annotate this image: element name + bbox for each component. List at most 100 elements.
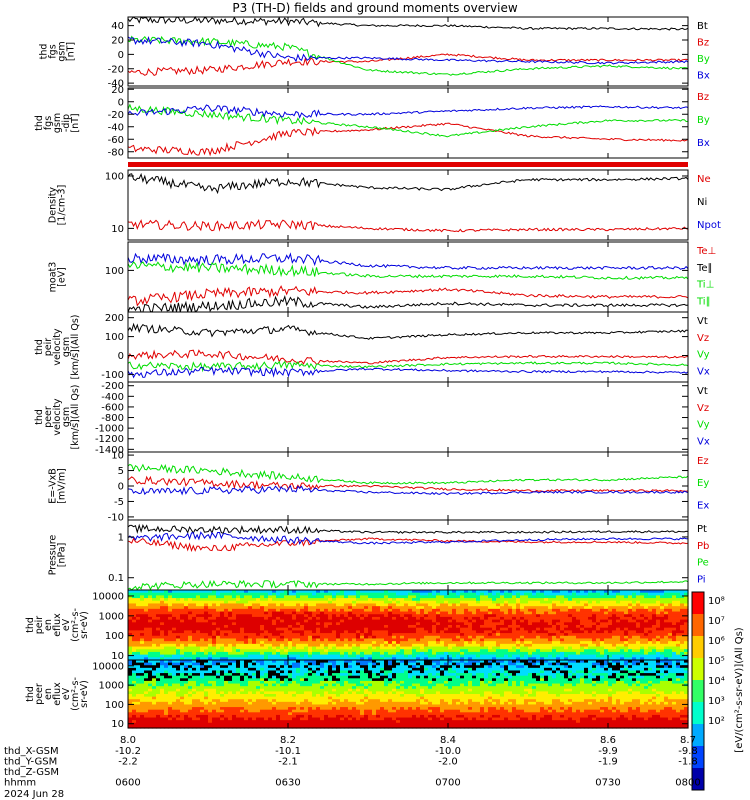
spectrogram-cell: [168, 633, 173, 637]
spectrogram-cell: [604, 625, 609, 629]
spectrogram-cell: [508, 654, 513, 658]
spectrogram-cell: [508, 635, 513, 640]
spectrogram-cell: [348, 649, 353, 653]
spectrogram-cell: [276, 598, 281, 602]
spectrogram-cell: [156, 643, 161, 648]
spectrogram-cell: [176, 608, 181, 613]
spectrogram-cell: [260, 720, 265, 724]
spectrogram-cell: [676, 595, 681, 599]
spectrogram-cell: [128, 691, 133, 695]
spectrogram-cell: [596, 600, 601, 605]
spectrogram-cell: [276, 712, 281, 716]
spectrogram-cell: [236, 725, 241, 729]
spectrogram-cell: [312, 598, 317, 602]
spectrogram-cell: [232, 590, 237, 594]
spectrogram-cell: [288, 651, 293, 656]
spectrogram-cell: [140, 675, 145, 679]
spectrogram-cell: [652, 649, 657, 653]
spectrogram-cell: [220, 646, 225, 650]
spectrogram-cell: [248, 635, 253, 640]
spectrogram-cell: [148, 680, 153, 685]
y-tick-label: -1200: [95, 434, 124, 445]
spectrogram-cell: [372, 627, 377, 631]
spectrogram-cell: [184, 592, 189, 596]
spectrogram-cell: [620, 651, 625, 656]
spectrogram-cell: [324, 598, 329, 602]
spectrogram-cell: [480, 641, 485, 645]
spectrogram-cell: [224, 606, 229, 610]
spectrogram-cell: [316, 598, 321, 602]
spectrogram-cell: [616, 635, 621, 640]
spectrogram-cell: [136, 665, 141, 669]
spectrogram-cell: [444, 641, 449, 645]
spectrogram-cell: [184, 686, 189, 690]
spectrogram-cell: [248, 603, 253, 607]
spectrogram-cell: [280, 722, 285, 726]
y-tick-label: -400: [101, 392, 124, 403]
spectrogram-cell: [244, 611, 249, 615]
spectrogram-cell: [612, 592, 617, 596]
spectrogram-cell: [312, 619, 317, 623]
spectrogram-cell: [484, 641, 489, 645]
spectrogram-cell: [156, 678, 161, 682]
spectrogram-cell: [272, 688, 277, 692]
spectrogram-cell: [228, 696, 233, 700]
spectrogram-cell: [644, 643, 649, 648]
spectrogram-cell: [160, 600, 165, 605]
spectrogram-cell: [640, 622, 645, 626]
spectrogram-cell: [440, 606, 445, 610]
spectrogram-cell: [192, 722, 197, 726]
spectrogram-cell: [276, 643, 281, 648]
spectrogram-cell: [260, 603, 265, 607]
spectrogram-cell: [368, 614, 373, 618]
spectrogram-cell: [148, 725, 153, 729]
spectrogram-cell: [176, 595, 181, 599]
spectrogram-cell: [572, 616, 577, 621]
spectrogram-cell: [244, 638, 249, 642]
spectrogram-cell: [504, 600, 509, 605]
spectrogram-cell: [400, 654, 405, 658]
spectrogram-cell: [248, 654, 253, 658]
spectrogram-cell: [476, 595, 481, 599]
spectrogram-cell: [216, 625, 221, 629]
spectrogram-cell: [132, 712, 137, 716]
spectrogram-cell: [608, 630, 613, 634]
spectrogram-cell: [248, 686, 253, 690]
spectrogram-cell: [336, 641, 341, 645]
spectrogram-cell: [416, 649, 421, 653]
spectrogram-cell: [332, 616, 337, 621]
spectrogram-cell: [268, 699, 273, 703]
spectrogram-cell: [460, 595, 465, 599]
spectrogram-cell: [236, 592, 241, 596]
spectrogram-cell: [352, 641, 357, 645]
spectrogram-cell: [624, 600, 629, 605]
spectrogram-cell: [364, 600, 369, 605]
spectrogram-cell: [288, 694, 293, 698]
spectrogram-cell: [616, 625, 621, 629]
spectrogram-cell: [216, 657, 221, 661]
spectrogram-cell: [284, 683, 289, 687]
spectrogram-cell: [268, 595, 273, 599]
spectrogram-cell: [152, 595, 157, 599]
spectrogram-cell: [256, 611, 261, 615]
spectrogram-cell: [164, 619, 169, 623]
spectrogram-cell: [612, 646, 617, 650]
spectrogram-cell: [460, 592, 465, 596]
spectrogram-cell: [504, 619, 509, 623]
spectrogram-cell: [600, 654, 605, 658]
spectrogram-cell: [520, 595, 525, 599]
spectrogram-cell: [600, 595, 605, 599]
spectrogram-cell: [652, 630, 657, 634]
series-line-Ti∥: [127, 261, 689, 280]
spectrogram-cell: [316, 590, 321, 594]
spectrogram-cell: [648, 643, 653, 648]
spectrogram-cell: [600, 611, 605, 615]
spectrogram-cell: [208, 678, 213, 682]
legend-label: Vt: [697, 386, 708, 397]
spectrogram-cell: [564, 598, 569, 602]
spectrogram-cell: [196, 694, 201, 698]
spectrogram-cell: [624, 619, 629, 623]
spectrogram-cell: [320, 590, 325, 594]
spectrogram-cell: [228, 654, 233, 658]
spectrogram-cell: [548, 649, 553, 653]
